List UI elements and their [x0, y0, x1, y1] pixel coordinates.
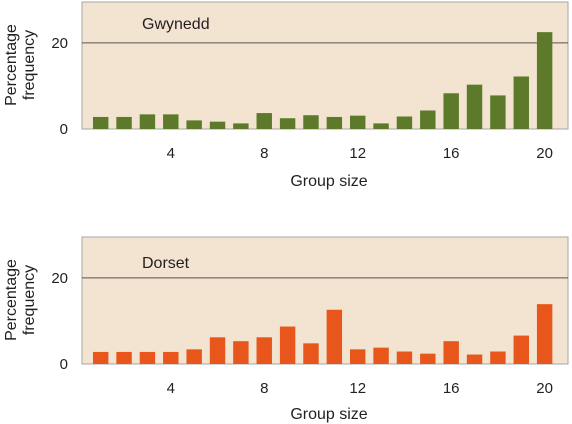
- y-axis-label: Percentagefrequency: [3, 259, 38, 341]
- panel-title: Dorset: [142, 255, 190, 272]
- bar-group-size-4: [163, 351, 179, 364]
- x-tick-label: 8: [260, 380, 268, 397]
- bar-group-size-9: [279, 326, 296, 364]
- bar-group-size-2: [116, 116, 132, 129]
- x-tick-label: 12: [349, 380, 366, 397]
- plot-area-background: [81, 1, 569, 130]
- x-axis-label: Group size: [290, 173, 367, 190]
- bar-group-size-16: [443, 341, 459, 364]
- bar-group-size-7: [233, 341, 249, 364]
- x-axis-label: Group size: [290, 406, 367, 423]
- bar-group-size-13: [373, 123, 389, 129]
- x-tick-label: 4: [167, 380, 175, 397]
- bar-group-size-14: [396, 116, 413, 129]
- x-tick-label: 8: [260, 145, 268, 162]
- x-tick-label: 16: [443, 145, 460, 162]
- bar-group-size-20: [536, 304, 553, 364]
- bar-group-size-11: [326, 116, 343, 129]
- y-axis-label: Percentagefrequency: [3, 24, 38, 106]
- bar-group-size-8: [256, 337, 272, 364]
- bar-group-size-6: [209, 121, 226, 129]
- bar-group-size-1: [92, 116, 109, 129]
- bar-group-size-17: [466, 354, 483, 364]
- bar-group-size-15: [420, 110, 436, 129]
- panel-title: Gwynedd: [142, 16, 210, 33]
- bar-group-size-8: [256, 113, 272, 129]
- bar-group-size-4: [163, 114, 179, 129]
- bar-group-size-10: [303, 115, 319, 129]
- chart-panel-dorset: 4 8 12 16 20 0 20 Dorset Group size Percentag…: [3, 236, 569, 423]
- bar-group-size-16: [443, 93, 459, 129]
- bar-group-size-5: [186, 349, 202, 364]
- bar-group-size-3: [139, 351, 156, 364]
- bar-group-size-18: [490, 351, 506, 364]
- bar-group-size-6: [209, 337, 226, 364]
- x-tick-label: 20: [536, 145, 553, 162]
- x-tick-label: 4: [167, 145, 175, 162]
- bar-group-size-15: [420, 353, 436, 364]
- bar-group-size-13: [373, 347, 389, 364]
- chart-panel-gwynedd: 4 8 12 16 20 0 20 Gwynedd Group size Percenta…: [3, 1, 569, 190]
- x-tick-label: 12: [349, 145, 366, 162]
- bar-group-size-2: [116, 351, 132, 364]
- bar-group-size-12: [350, 349, 366, 364]
- y-tick-label: 20: [51, 270, 68, 287]
- bar-group-size-3: [139, 114, 156, 129]
- bar-group-size-1: [92, 351, 109, 364]
- bar-group-size-12: [350, 115, 366, 129]
- bar-group-size-20: [536, 32, 553, 130]
- bar-group-size-19: [513, 76, 529, 129]
- y-tick-label: 0: [60, 121, 68, 138]
- bar-group-size-18: [490, 95, 506, 129]
- bar-group-size-5: [186, 120, 202, 129]
- bar-group-size-9: [279, 118, 296, 129]
- bar-group-size-14: [396, 351, 413, 364]
- x-tick-label: 16: [443, 380, 460, 397]
- bar-group-size-7: [233, 123, 249, 129]
- bar-group-size-11: [326, 309, 343, 364]
- bar-group-size-10: [303, 343, 319, 364]
- y-tick-label: 0: [60, 356, 68, 373]
- x-tick-label: 20: [536, 380, 553, 397]
- bar-group-size-17: [466, 84, 483, 129]
- y-tick-label: 20: [51, 35, 68, 52]
- plot-area-background: [81, 236, 569, 365]
- bar-group-size-19: [513, 335, 529, 364]
